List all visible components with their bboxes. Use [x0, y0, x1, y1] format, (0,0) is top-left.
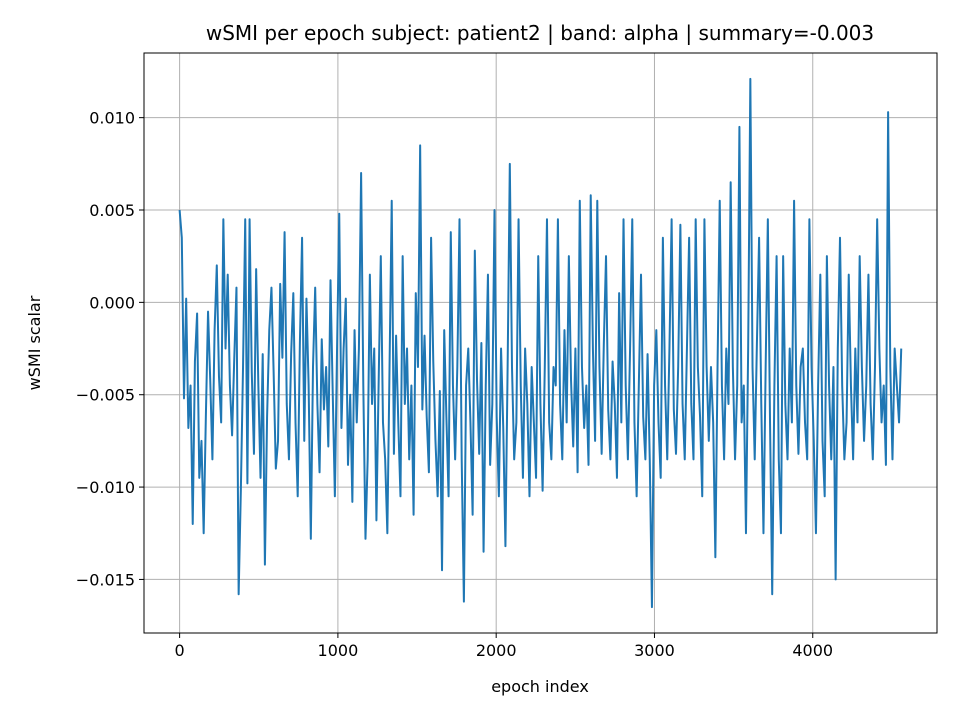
- y-axis-label: wSMI scalar: [25, 295, 44, 390]
- x-tick-label: 3000: [634, 641, 675, 660]
- plot-frame: [143, 52, 938, 634]
- x-axis-ticks: 0 1000 2000 3000 4000: [175, 633, 833, 660]
- x-tick-label: 4000: [792, 641, 833, 660]
- y-axis-ticks: −0.015 −0.010 −0.005 0.000 0.005 0.010: [76, 109, 144, 589]
- y-tick-label: 0.010: [89, 109, 135, 128]
- y-tick-label: −0.005: [76, 386, 135, 405]
- plot-area: [178, 77, 903, 609]
- x-tick-label: 0: [175, 641, 185, 660]
- y-tick-label: −0.015: [76, 570, 135, 589]
- x-tick-label: 1000: [318, 641, 359, 660]
- y-tick-label: 0.000: [89, 293, 135, 312]
- x-axis-label: epoch index: [491, 677, 589, 696]
- y-tick-label: 0.005: [89, 201, 135, 220]
- series-line-0: [178, 77, 903, 609]
- chart-title: wSMI per epoch subject: patient2 | band:…: [206, 21, 874, 45]
- x-tick-label: 2000: [476, 641, 517, 660]
- y-tick-label: −0.010: [76, 478, 135, 497]
